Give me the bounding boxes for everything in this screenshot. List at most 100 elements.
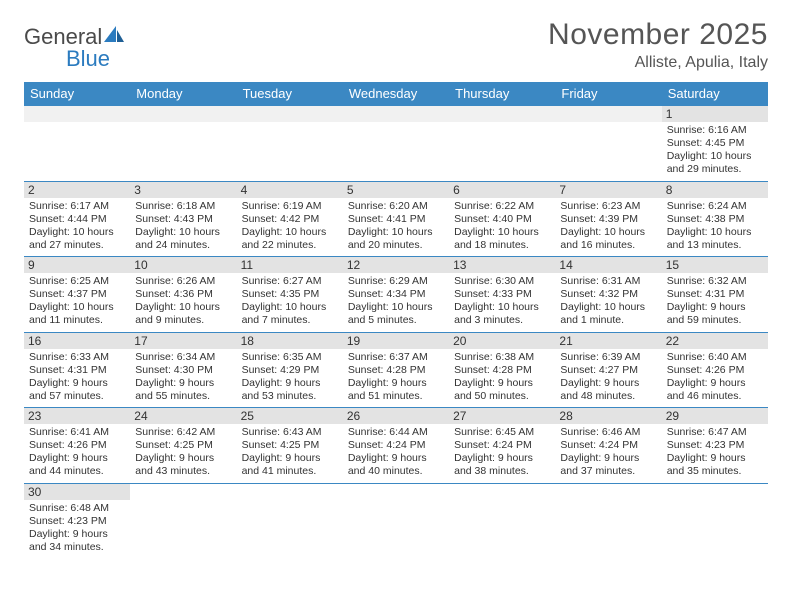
calendar-cell: 17 Sunrise: 6:34 AMSunset: 4:30 PMDayligh… (130, 332, 236, 408)
daynum-empty (130, 106, 236, 122)
calendar-cell (343, 483, 449, 558)
calendar-cell: 28 Sunrise: 6:46 AMSunset: 4:24 PMDayligh… (555, 408, 661, 484)
daynum: 26 (343, 408, 449, 424)
day-details: Sunrise: 6:19 AMSunset: 4:42 PMDaylight:… (242, 200, 338, 253)
calendar-cell: 8Sunrise: 6:24 AMSunset: 4:38 PMDaylight… (662, 181, 768, 257)
daynum: 28 (555, 408, 661, 424)
day-details: Sunrise: 6:37 AMSunset: 4:28 PMDaylight:… (348, 351, 444, 404)
weekday-header: Tuesday (237, 82, 343, 106)
day-details: Sunrise: 6:35 AMSunset: 4:29 PMDaylight:… (242, 351, 338, 404)
day-details: Sunrise: 6:43 AMSunset: 4:25 PMDaylight:… (242, 426, 338, 479)
daynum: 7 (555, 182, 661, 198)
calendar-cell: 7 Sunrise: 6:23 AMSunset: 4:39 PMDaylight… (555, 181, 661, 257)
daynum: 8 (662, 182, 768, 198)
daynum: 30 (24, 484, 130, 500)
calendar-cell: 9Sunrise: 6:25 AMSunset: 4:37 PMDaylight… (24, 257, 130, 333)
daynum: 22 (662, 333, 768, 349)
calendar-cell (555, 483, 661, 558)
calendar-cell (449, 483, 555, 558)
calendar-cell (343, 106, 449, 182)
calendar-cell: 11Sunrise: 6:27 AMSunset: 4:35 PMDayligh… (237, 257, 343, 333)
calendar-cell: 29Sunrise: 6:47 AMSunset: 4:23 PMDayligh… (662, 408, 768, 484)
day-details: Sunrise: 6:33 AMSunset: 4:31 PMDaylight:… (29, 351, 125, 404)
day-details: Sunrise: 6:27 AMSunset: 4:35 PMDaylight:… (242, 275, 338, 328)
day-details: Sunrise: 6:40 AMSunset: 4:26 PMDaylight:… (667, 351, 763, 404)
calendar-cell: 13Sunrise: 6:30 AMSunset: 4:33 PMDayligh… (449, 257, 555, 333)
day-details: Sunrise: 6:20 AMSunset: 4:41 PMDaylight:… (348, 200, 444, 253)
calendar-cell: 5Sunrise: 6:20 AMSunset: 4:41 PMDaylight… (343, 181, 449, 257)
calendar-cell: 19 Sunrise: 6:37 AMSunset: 4:28 PMDayligh… (343, 332, 449, 408)
day-details: Sunrise: 6:23 AMSunset: 4:39 PMDaylight:… (560, 200, 656, 253)
header: GeneralBlue November 2025 Alliste, Apuli… (24, 18, 768, 72)
location: Alliste, Apulia, Italy (548, 54, 768, 72)
calendar-cell: 21Sunrise: 6:39 AMSunset: 4:27 PMDayligh… (555, 332, 661, 408)
daynum: 4 (237, 182, 343, 198)
daynum: 21 (555, 333, 661, 349)
daynum: 13 (449, 257, 555, 273)
calendar-cell: 3Sunrise: 6:18 AMSunset: 4:43 PMDaylight… (130, 181, 236, 257)
calendar-cell (130, 106, 236, 182)
daynum: 9 (24, 257, 130, 273)
calendar-week-row: 1 Sunrise: 6:16 AMSunset: 4:45 PMDaylight… (24, 106, 768, 182)
weekday-header: Sunday (24, 82, 130, 106)
calendar-cell (449, 106, 555, 182)
calendar-cell: 2Sunrise: 6:17 AMSunset: 4:44 PMDaylight… (24, 181, 130, 257)
daynum: 23 (24, 408, 130, 424)
calendar-cell: 22 Sunrise: 6:40 AMSunset: 4:26 PMDayligh… (662, 332, 768, 408)
calendar-cell (555, 106, 661, 182)
day-details: Sunrise: 6:22 AMSunset: 4:40 PMDaylight:… (454, 200, 550, 253)
calendar-cell: 18 Sunrise: 6:35 AMSunset: 4:29 PMDayligh… (237, 332, 343, 408)
calendar-week-row: 30Sunrise: 6:48 AMSunset: 4:23 PMDayligh… (24, 483, 768, 558)
daynum: 17 (130, 333, 236, 349)
daynum: 18 (237, 333, 343, 349)
calendar-header-row: SundayMondayTuesdayWednesdayThursdayFrid… (24, 82, 768, 106)
calendar-cell: 27 Sunrise: 6:45 AMSunset: 4:24 PMDayligh… (449, 408, 555, 484)
logo-text: GeneralBlue (24, 24, 126, 70)
daynum: 20 (449, 333, 555, 349)
weekday-header: Friday (555, 82, 661, 106)
day-details: Sunrise: 6:31 AMSunset: 4:32 PMDaylight:… (560, 275, 656, 328)
weekday-header: Wednesday (343, 82, 449, 106)
logo: GeneralBlue (24, 24, 126, 70)
calendar-week-row: 2Sunrise: 6:17 AMSunset: 4:44 PMDaylight… (24, 181, 768, 257)
weekday-header: Monday (130, 82, 236, 106)
calendar-body: 1 Sunrise: 6:16 AMSunset: 4:45 PMDaylight… (24, 106, 768, 559)
day-details: Sunrise: 6:29 AMSunset: 4:34 PMDaylight:… (348, 275, 444, 328)
calendar-cell (24, 106, 130, 182)
day-details: Sunrise: 6:17 AMSunset: 4:44 PMDaylight:… (29, 200, 125, 253)
daynum: 25 (237, 408, 343, 424)
calendar-cell: 30Sunrise: 6:48 AMSunset: 4:23 PMDayligh… (24, 483, 130, 558)
title-block: November 2025 Alliste, Apulia, Italy (548, 18, 768, 72)
daynum: 24 (130, 408, 236, 424)
calendar-week-row: 9Sunrise: 6:25 AMSunset: 4:37 PMDaylight… (24, 257, 768, 333)
daynum: 14 (555, 257, 661, 273)
calendar-week-row: 23 Sunrise: 6:41 AMSunset: 4:26 PMDayligh… (24, 408, 768, 484)
day-details: Sunrise: 6:45 AMSunset: 4:24 PMDaylight:… (454, 426, 550, 479)
daynum: 16 (24, 333, 130, 349)
month-title: November 2025 (548, 18, 768, 52)
calendar-cell (130, 483, 236, 558)
day-details: Sunrise: 6:16 AMSunset: 4:45 PMDaylight:… (667, 124, 763, 177)
day-details: Sunrise: 6:46 AMSunset: 4:24 PMDaylight:… (560, 426, 656, 479)
day-details: Sunrise: 6:18 AMSunset: 4:43 PMDaylight:… (135, 200, 231, 253)
calendar-cell (237, 106, 343, 182)
calendar-cell (237, 483, 343, 558)
daynum: 12 (343, 257, 449, 273)
daynum: 1 (662, 106, 768, 122)
day-details: Sunrise: 6:41 AMSunset: 4:26 PMDaylight:… (29, 426, 125, 479)
daynum: 19 (343, 333, 449, 349)
calendar-cell: 1 Sunrise: 6:16 AMSunset: 4:45 PMDaylight… (662, 106, 768, 182)
daynum-empty (449, 106, 555, 122)
daynum: 27 (449, 408, 555, 424)
weekday-header: Thursday (449, 82, 555, 106)
calendar-cell: 24Sunrise: 6:42 AMSunset: 4:25 PMDayligh… (130, 408, 236, 484)
logo-word-blue: Blue (66, 46, 110, 71)
calendar-cell: 16 Sunrise: 6:33 AMSunset: 4:31 PMDayligh… (24, 332, 130, 408)
daynum: 15 (662, 257, 768, 273)
calendar-cell: 14 Sunrise: 6:31 AMSunset: 4:32 PMDayligh… (555, 257, 661, 333)
day-details: Sunrise: 6:34 AMSunset: 4:30 PMDaylight:… (135, 351, 231, 404)
calendar-cell: 26Sunrise: 6:44 AMSunset: 4:24 PMDayligh… (343, 408, 449, 484)
calendar-cell: 25 Sunrise: 6:43 AMSunset: 4:25 PMDayligh… (237, 408, 343, 484)
calendar-cell: 4 Sunrise: 6:19 AMSunset: 4:42 PMDaylight… (237, 181, 343, 257)
calendar-cell (662, 483, 768, 558)
